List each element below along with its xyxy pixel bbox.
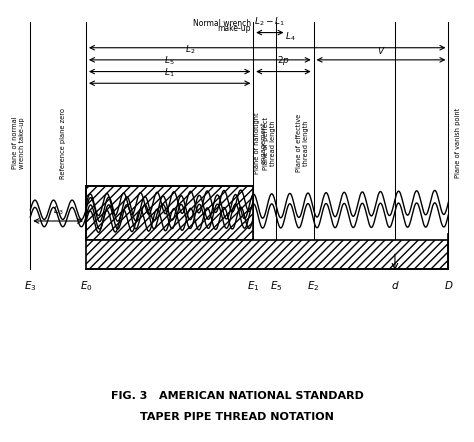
Text: Plane of effective
thread length: Plane of effective thread length xyxy=(295,114,309,172)
Text: Normal wrench: Normal wrench xyxy=(193,19,251,28)
Text: TAPER PIPE THREAD NOTATION: TAPER PIPE THREAD NOTATION xyxy=(140,412,334,422)
Bar xyxy=(86,187,253,240)
Text: $L_2$: $L_2$ xyxy=(185,43,196,56)
Bar xyxy=(86,187,253,240)
Text: $2p$: $2p$ xyxy=(277,54,290,67)
Text: $E_3$: $E_3$ xyxy=(24,279,36,293)
Text: $L_5$: $L_5$ xyxy=(164,55,175,67)
Text: $E_2$: $E_2$ xyxy=(308,279,320,293)
Text: $D$: $D$ xyxy=(444,279,453,291)
Text: $V$: $V$ xyxy=(377,45,385,56)
Bar xyxy=(86,240,448,269)
Text: FIG. 3   AMERICAN NATIONAL STANDARD: FIG. 3 AMERICAN NATIONAL STANDARD xyxy=(110,392,364,401)
Text: Plane of perfect
thread length: Plane of perfect thread length xyxy=(263,117,276,170)
Text: make-up: make-up xyxy=(218,24,251,33)
Text: $d$: $d$ xyxy=(391,279,399,291)
Text: Plane of vanish point: Plane of vanish point xyxy=(455,108,461,178)
Text: $E_1$: $E_1$ xyxy=(247,279,260,293)
Bar xyxy=(86,240,448,269)
Text: $L_1$: $L_1$ xyxy=(164,66,175,79)
Text: Plane of handtight
engagement: Plane of handtight engagement xyxy=(254,112,267,174)
Text: $L_2 - L_1$: $L_2 - L_1$ xyxy=(255,16,285,28)
Text: $E_0$: $E_0$ xyxy=(80,279,92,293)
Text: $L_3$: $L_3$ xyxy=(53,204,64,217)
Text: Plane of normal
wrench take-up: Plane of normal wrench take-up xyxy=(12,117,25,169)
Text: $L_4$: $L_4$ xyxy=(285,31,296,43)
Text: Reference plane zero: Reference plane zero xyxy=(60,107,66,179)
Text: $E_5$: $E_5$ xyxy=(270,279,283,293)
